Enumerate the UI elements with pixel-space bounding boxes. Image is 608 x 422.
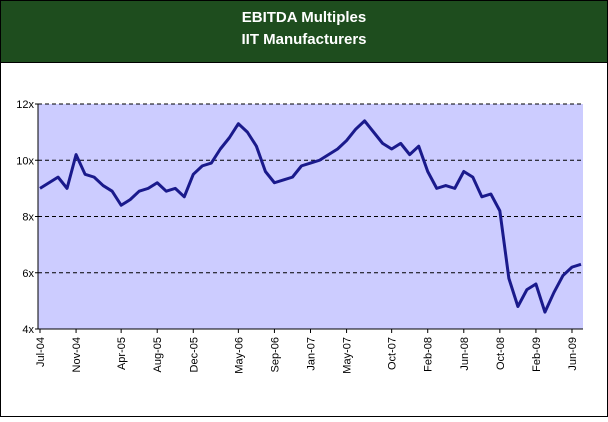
x-tick-label: May-06: [233, 337, 245, 374]
y-tick-label: 4x: [22, 324, 34, 336]
chart-subtitle: IIT Manufacturers: [241, 31, 366, 48]
x-tick-label: May-07: [342, 337, 354, 374]
x-tick-label: Feb-09: [531, 337, 543, 372]
y-tick-label: 12x: [16, 99, 34, 111]
x-tick-label: Sep-06: [269, 337, 281, 372]
plot-area: [38, 104, 583, 329]
x-tick-label: Jan-07: [306, 337, 318, 371]
x-tick-label: Oct-08: [495, 337, 507, 370]
x-tick-label: Jun-09: [567, 337, 579, 371]
x-tick-label: Aug-05: [152, 337, 164, 372]
chart-title: EBITDA Multiples: [242, 9, 366, 26]
x-tick-label: Feb-08: [423, 337, 435, 372]
x-tick-label: Nov-04: [71, 337, 83, 372]
x-tick-label: Apr-05: [116, 337, 128, 370]
x-tick-label: Jul-04: [35, 337, 47, 367]
y-tick-label: 8x: [22, 212, 34, 224]
header: [0, 0, 608, 63]
x-tick-label: Jun-08: [459, 337, 471, 371]
y-tick-label: 6x: [22, 268, 34, 280]
x-tick-label: Dec-05: [188, 337, 200, 372]
y-tick-label: 10x: [16, 155, 34, 167]
x-tick-label: Oct-07: [387, 337, 399, 370]
data-line: [39, 119, 582, 314]
